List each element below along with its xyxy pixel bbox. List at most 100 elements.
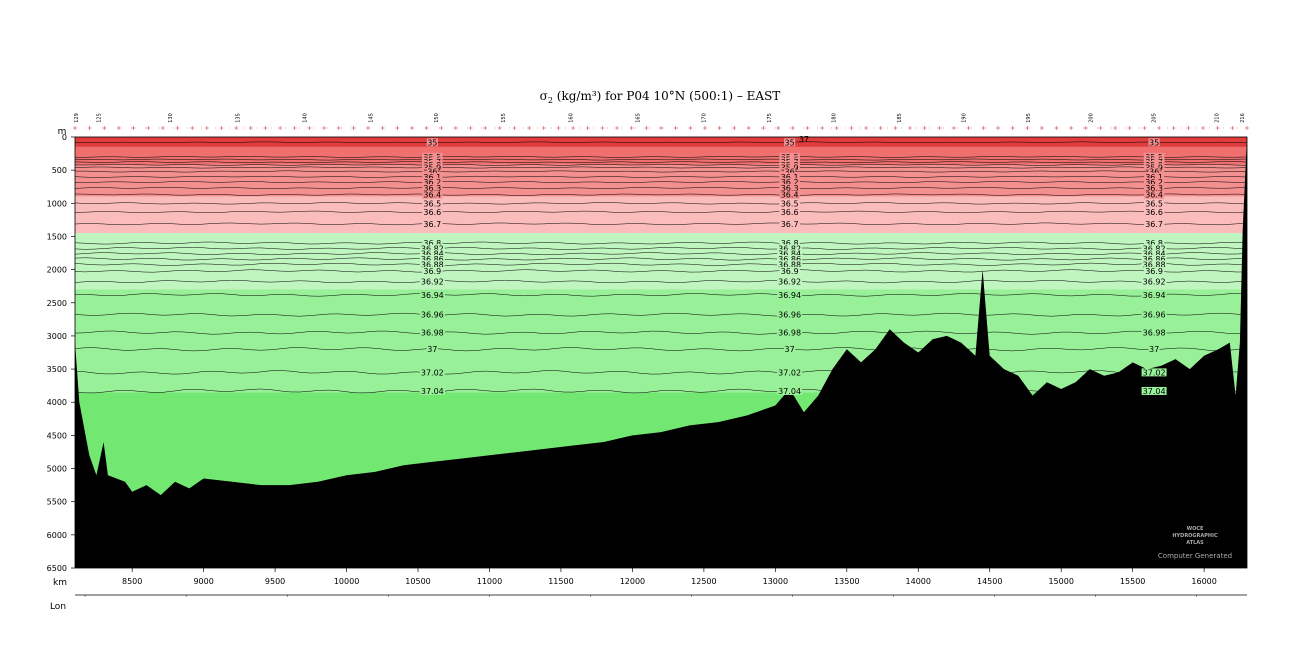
x-tick-label: 11500 [548, 577, 573, 586]
y-axis-label: m [58, 127, 67, 137]
contour-label: 36.88 [421, 260, 444, 269]
contour-label-bg [1143, 239, 1165, 248]
contour-label: 36.4 [1145, 191, 1163, 200]
contour-label-bg [779, 184, 800, 193]
contour-label-bg [779, 199, 800, 208]
station-label: 130 [168, 113, 174, 123]
contour-line [74, 330, 1248, 335]
contour-label: 36 [427, 167, 437, 176]
contour-label: 36.88 [1143, 260, 1166, 269]
x-tick-label: 13000 [763, 577, 788, 586]
seafloor-bathymetry [75, 137, 1247, 568]
contour-label-bg [784, 345, 796, 354]
contour-label: 36.92 [1143, 278, 1166, 287]
contour-label-bg [1148, 138, 1160, 147]
contour-label-bg [777, 386, 803, 395]
contour-label-bg [419, 386, 445, 395]
contour-label: 36.7 [1145, 220, 1163, 229]
y-tick-label: 6500 [47, 564, 67, 573]
contour-label-bg [1148, 345, 1160, 354]
contour-line [74, 247, 1248, 250]
contour-label-bg [779, 172, 800, 181]
contour-label: 36.5 [781, 199, 799, 208]
contour-label: 36.7 [423, 220, 441, 229]
contour-line [74, 202, 1248, 205]
contour-line [74, 347, 1248, 352]
contour-label-bg [777, 244, 803, 253]
contour-label: 36.88 [778, 260, 801, 269]
contour-label-bg [777, 368, 803, 377]
contour-label-bg [419, 260, 445, 269]
contour-label-bg [1148, 167, 1160, 176]
contour-label-bg [1141, 260, 1167, 269]
contour-label-bg [1141, 310, 1167, 319]
contour-label: 36.82 [421, 244, 444, 253]
station-label: 140 [303, 113, 309, 123]
contour-label-bg [777, 260, 803, 269]
y-tick-label: 4500 [47, 431, 67, 440]
contour-label-bg [426, 345, 438, 354]
contour-label: 36.86 [1143, 255, 1166, 264]
contour-label: 36.82 [1143, 244, 1166, 253]
contour-label-bg [1141, 249, 1167, 258]
contour-label: 36.92 [778, 278, 801, 287]
contour-label: 36.94 [421, 291, 444, 300]
station-label: 216 [1240, 113, 1246, 123]
contour-label: 36.1 [1145, 173, 1163, 182]
contour-label: 36.92 [421, 278, 444, 287]
contour-label-bg [422, 199, 443, 208]
contour-label-bg [779, 239, 800, 248]
contour-line [75, 293, 1248, 297]
contour-label-bg [1143, 199, 1165, 208]
contour-label-bg [777, 249, 803, 258]
axes: m0 500 1000 1500 2000 2500 3000 3500 4000 4500 500… [47, 113, 1249, 612]
station-label: 200 [1089, 113, 1095, 123]
contour-line [74, 156, 1248, 158]
contour-label-bg [419, 328, 445, 337]
computer-generated-note: Computer Generated [1158, 552, 1232, 560]
contour-label: 36.5 [423, 199, 441, 208]
station-label: 175 [767, 113, 773, 123]
contour-label-bg [422, 207, 443, 216]
contour-label-bg [784, 138, 796, 147]
contour-label-bg [1143, 207, 1165, 216]
station-label: 165 [636, 113, 642, 123]
contour-label: 36.82 [778, 244, 801, 253]
x-tick-label: 10500 [405, 577, 430, 586]
y-tick-label: 3500 [47, 365, 67, 374]
contour-label-bg [777, 328, 803, 337]
contour-label: 37 [1149, 345, 1159, 354]
contour-line [74, 370, 1248, 375]
contour-label-bg [1141, 368, 1167, 377]
contour-label-bg [779, 207, 800, 216]
y-tick-label: 6000 [47, 531, 67, 540]
station-label: 150 [434, 113, 440, 123]
contour-label-bg [419, 290, 445, 299]
contour-line [74, 158, 1248, 161]
contour-label: 36.8 [423, 239, 441, 248]
contour-label: 36.96 [421, 311, 444, 320]
x-tick-label: 9500 [265, 577, 285, 586]
contour-label-bg [1143, 178, 1165, 187]
contour-label-bg [422, 219, 443, 228]
contour-label: 36.3 [781, 184, 799, 193]
contour-label: 36.84 [421, 250, 444, 259]
contour-label-bg [422, 266, 443, 275]
contour-label: 36.5 [1145, 199, 1163, 208]
station-label: 135 [235, 113, 241, 123]
x-tick-label: 10000 [334, 577, 359, 586]
contour-label-bg [1141, 255, 1167, 264]
contour-label-bg [1143, 219, 1165, 228]
contour-label: 36.98 [421, 329, 444, 338]
contour-line [74, 279, 1248, 284]
contour-line [74, 241, 1248, 245]
contour-label: 37.04 [778, 387, 801, 396]
contour-label: 37 [427, 345, 437, 354]
density-band [75, 196, 1247, 234]
plot-area: 3535.535.635.735.835.93636.136.236.336.4… [74, 135, 1248, 568]
atlas-watermark: HYDROGRAPHIC [1172, 533, 1218, 539]
x-tick-label: 16000 [1191, 577, 1216, 586]
contour-line [74, 252, 1248, 256]
station-label: 145 [368, 113, 374, 123]
